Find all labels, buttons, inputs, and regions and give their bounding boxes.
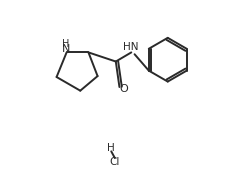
- Text: H: H: [107, 143, 115, 153]
- Text: N: N: [62, 44, 70, 54]
- Text: H: H: [62, 39, 69, 49]
- Text: Cl: Cl: [110, 157, 120, 167]
- Text: O: O: [119, 84, 128, 94]
- Text: HN: HN: [123, 42, 138, 52]
